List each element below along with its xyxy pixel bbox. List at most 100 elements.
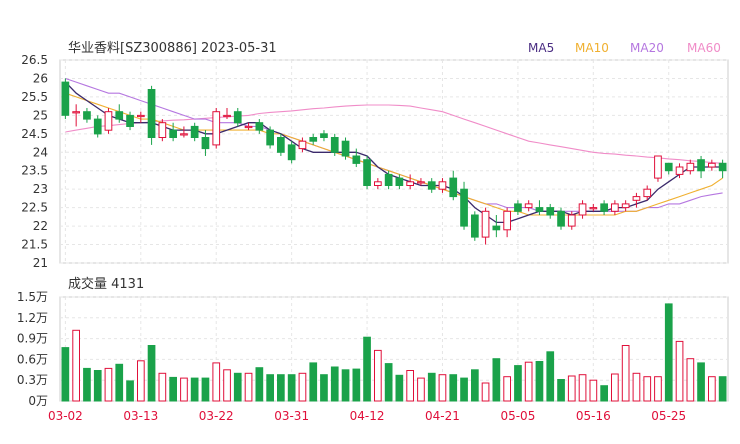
date-axis-tick-label: 03-31 [274,409,309,423]
volume-bar-up [481,382,490,402]
candle-up [503,210,511,231]
volume-bar-up [212,362,221,402]
candle-down [471,214,479,238]
candle-up [675,166,684,175]
date-axis-tick-label: 03-02 [48,409,83,423]
candle-down [266,129,274,146]
volume-bar-down [514,365,522,402]
volume-bar-down [449,374,458,402]
candle-up [212,111,221,146]
volume-bar-up [158,372,167,402]
candle-down [427,181,436,190]
volume-bar-down [93,370,102,402]
volume-bar-up [417,377,425,402]
volume-plot-frame [59,296,729,402]
kline-plot-frame [59,59,729,264]
candle-up [611,203,619,212]
volume-bar-up [438,374,447,402]
volume-axis-tick-label: 0.6万 [17,352,48,366]
candle-down [115,111,124,120]
candle-down [363,159,371,186]
candle-up [72,111,81,114]
volume-bar-down [115,363,124,402]
candle-down [201,137,210,150]
date-axis-tick-label: 05-05 [500,409,535,423]
candle-down [126,114,134,128]
volume-bar-down [169,376,178,402]
volume-axis-tick-label: 0.3万 [17,373,48,387]
candle-up [621,203,630,209]
volume-bar-up [654,376,662,402]
candle-down [287,144,296,161]
candle-down [341,140,350,157]
volume-bar-down [557,379,565,402]
volume-bar-up [621,345,630,402]
price-axis-tick-label: 21 [33,256,48,270]
candle-up [298,140,307,150]
date-axis-tick-label: 05-25 [651,409,686,423]
volume-bar-up [589,379,598,402]
candle-down [169,129,178,139]
volume-bar-down [697,362,705,402]
candle-up [524,203,533,209]
legend-ma10: MA10 [575,41,609,55]
candle-up [158,122,167,138]
volume-axis-tick-label: 1.5万 [17,290,48,304]
price-axis-tick-label: 22.5 [21,201,48,215]
candle-up [104,111,113,131]
volume-bar-down [471,369,479,402]
volume-bar-down [83,367,91,402]
candle-up [708,162,716,168]
price-axis-tick-label: 23.5 [21,164,48,178]
volume-bar-up [567,375,576,402]
date-axis-tick-label: 03-22 [199,409,234,423]
candle-up [406,181,414,187]
candle-up [438,181,447,190]
volume-bar-up [524,361,533,402]
volume-bar-down [546,351,555,402]
volume-bar-down [718,376,727,402]
volume-bar-up [503,376,511,402]
volume-bar-up [137,360,145,402]
volume-bar-down [535,361,544,402]
volume-bar-down [266,374,274,402]
candle-up [417,181,425,184]
volume-bar-down [341,369,350,402]
candle-down [384,173,393,186]
candle-down [93,118,102,135]
ma20-line [65,77,723,212]
volume-bar-down [61,347,70,402]
candle-down [255,122,264,131]
candle-down [277,137,285,153]
volume-bar-down [255,367,264,402]
candle-down [557,210,565,227]
volume-bar-down [600,385,608,402]
candle-down [600,203,608,212]
volume-bar-up [611,373,619,402]
volume-bar-up [244,372,253,402]
volume-bar-down [147,345,156,402]
date-axis-tick-label: 03-13 [123,409,158,423]
candle-down [492,225,501,231]
volume-bar-down [460,377,468,402]
volume-bar-up [180,377,188,402]
volume-bar-up [72,329,81,402]
volume-bar-down [384,363,393,402]
volume-bar-down [277,374,285,402]
volume-bar-up [632,372,641,402]
candle-down [664,162,673,172]
candle-down [449,177,458,198]
candle-up [223,114,231,118]
volume-bar-down [287,374,296,402]
candle-down [61,81,70,116]
volume-axis-tick-label: 1.2万 [17,311,48,325]
volume-bar-down [320,374,328,402]
kline-title: 华业香料[SZ300886] 2023-05-31 [68,41,277,56]
candle-down [718,162,727,172]
volume-bar-up [374,349,382,402]
candle-up [686,162,695,172]
candle-down [330,137,339,153]
price-axis-tick-label: 26 [33,71,48,85]
